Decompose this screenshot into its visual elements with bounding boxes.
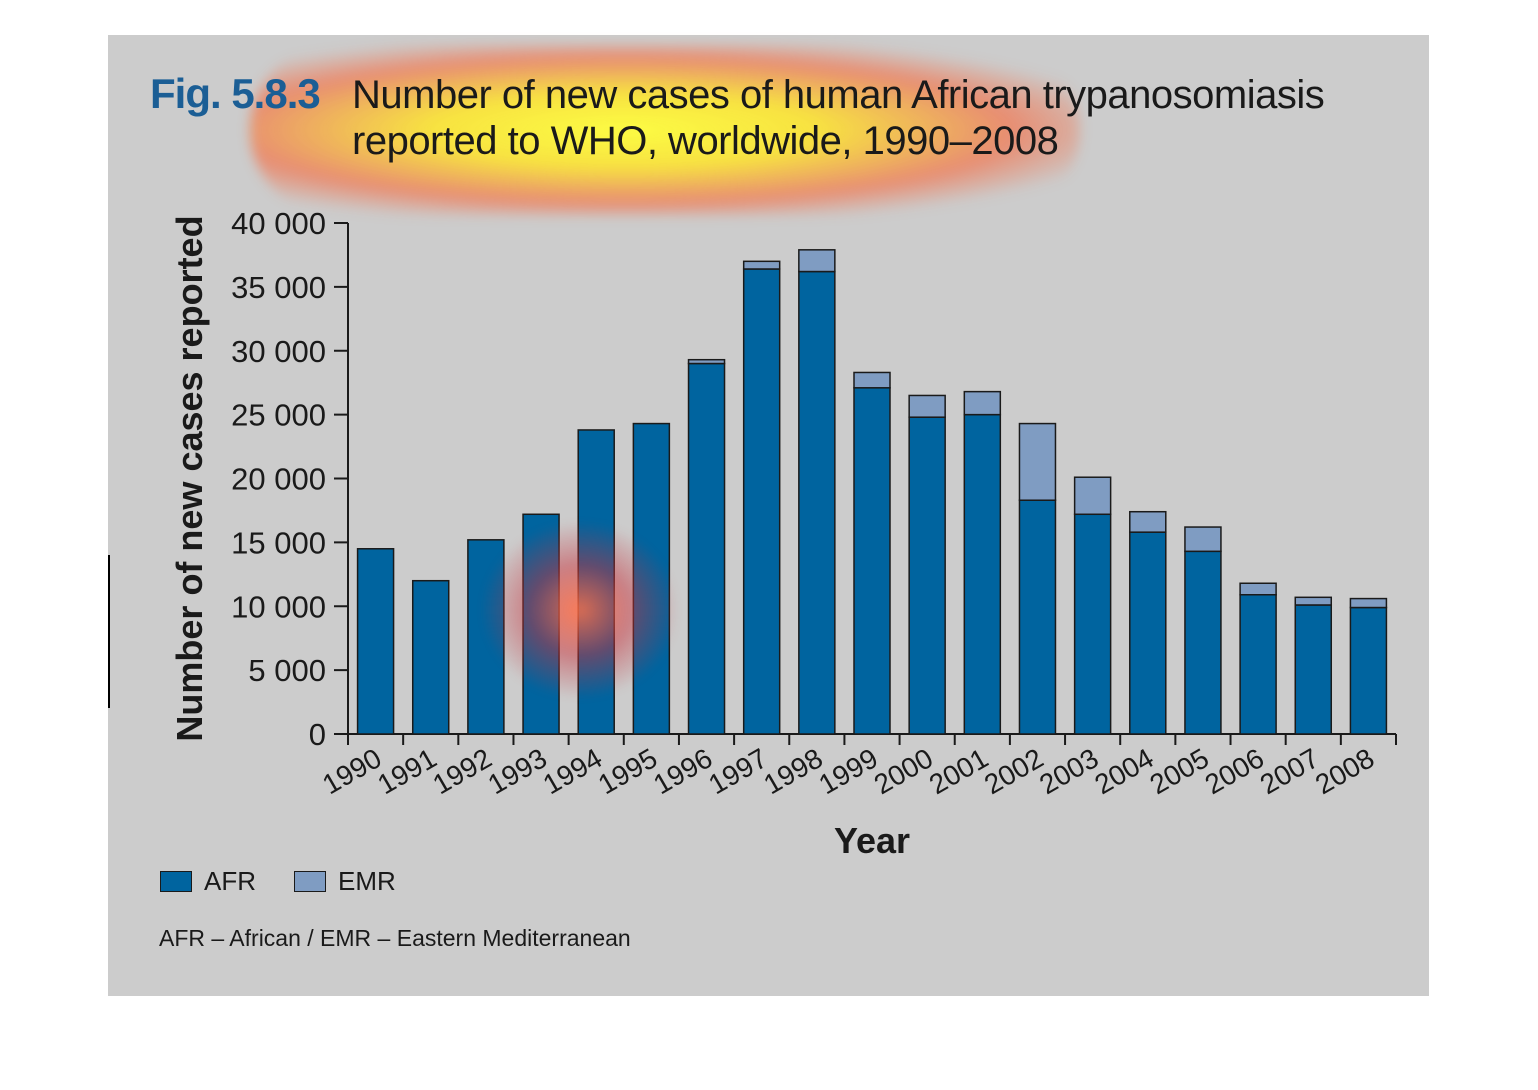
bar-afr-2005 (1184, 550, 1222, 735)
bar-emr-1999 (853, 371, 891, 389)
bar-emr-2004 (1129, 510, 1167, 533)
bar-emr-2001 (963, 390, 1002, 416)
bar-afr-1999 (853, 387, 891, 735)
bar-afr-1991 (411, 579, 450, 735)
bar-afr-1990 (356, 548, 395, 735)
legend-item-emr: EMR (294, 866, 396, 897)
y-tick-label: 0 (309, 717, 326, 752)
y-tick-label: 10 000 (231, 589, 326, 624)
figure-label: Fig. 5.8.3 (150, 70, 321, 117)
y-tick-label: 20 000 (231, 462, 326, 497)
bar-afr-2000 (908, 416, 946, 735)
edge-mark (108, 555, 110, 708)
bar-afr-1998 (798, 270, 836, 735)
legend-label-afr: AFR (204, 866, 256, 896)
y-tick-label: 40 000 (231, 206, 326, 241)
chart-title: Number of new cases of human African try… (352, 73, 1325, 163)
bar-emr-1998 (798, 249, 836, 273)
bar-afr-2001 (963, 413, 1002, 735)
bar-emr-1996 (687, 358, 726, 365)
attention-heatmap-bar (480, 520, 680, 700)
y-tick-label: 30 000 (231, 334, 326, 369)
attention-heatmap-title (250, 45, 1080, 215)
y-tick-label: 25 000 (231, 398, 326, 433)
bar-emr-2008 (1349, 597, 1388, 609)
bar-emr-2005 (1184, 526, 1222, 553)
bar-emr-2006 (1239, 582, 1277, 596)
x-tick-label: 2008 (1310, 742, 1379, 800)
bar-afr-2006 (1239, 594, 1277, 735)
bar-afr-2003 (1073, 513, 1112, 735)
bar-afr-2002 (1018, 499, 1057, 735)
bar-emr-2007 (1294, 596, 1333, 606)
legend-swatch-emr (294, 871, 326, 892)
bar-emr-1997 (742, 260, 781, 270)
legend-label-emr: EMR (338, 866, 396, 896)
bar-afr-2008 (1349, 606, 1388, 735)
bar-emr-2002 (1018, 422, 1057, 501)
bar-afr-2004 (1129, 531, 1167, 735)
bar-afr-2007 (1294, 604, 1333, 735)
y-axis-title: Number of new cases reported (169, 215, 210, 741)
legend-item-afr: AFR (160, 866, 256, 897)
y-tick-label: 15 000 (231, 525, 326, 560)
legend: AFR EMR (160, 866, 434, 897)
bar-afr-1997 (742, 268, 781, 735)
footnote: AFR – African / EMR – Eastern Mediterran… (159, 925, 631, 951)
bar-emr-2000 (908, 394, 946, 418)
y-tick-label: 35 000 (231, 270, 326, 305)
legend-swatch-afr (160, 871, 192, 892)
bar-emr-2003 (1073, 476, 1112, 516)
y-tick-label: 5 000 (248, 653, 326, 688)
bar-afr-1996 (687, 362, 726, 735)
x-axis-title: Year (834, 820, 910, 861)
